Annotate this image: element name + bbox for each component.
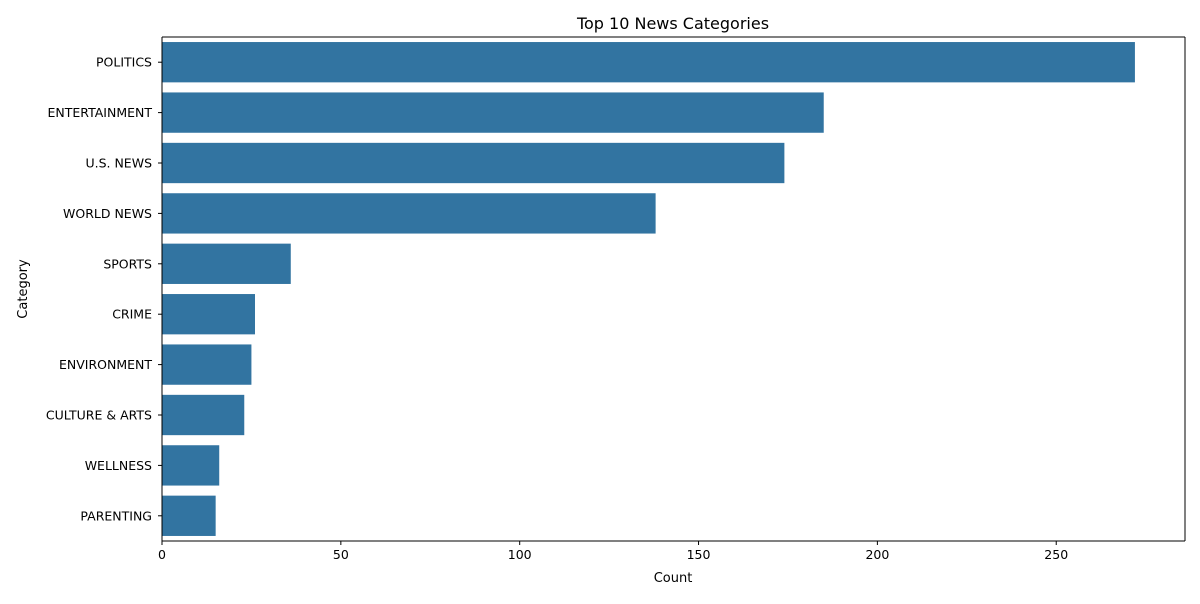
x-tick-label: 150	[687, 547, 711, 562]
bar-wellness	[162, 445, 220, 486]
y-tick-label: CRIME	[112, 307, 152, 322]
y-tick-label: PARENTING	[80, 508, 152, 523]
x-axis-label: Count	[654, 571, 693, 586]
bar-u-s-news	[162, 142, 785, 184]
bar-sports	[162, 243, 291, 284]
y-axis-label: Category	[16, 259, 31, 319]
y-tick-label: POLITICS	[96, 55, 152, 70]
y-tick-label: CULTURE & ARTS	[46, 408, 152, 423]
bar-politics	[162, 42, 1135, 83]
bar-world-news	[162, 193, 656, 234]
chart-title: Top 10 News Categories	[576, 14, 769, 33]
bar-crime	[162, 294, 255, 335]
y-tick-label: SPORTS	[103, 256, 152, 271]
bar-culture-arts	[162, 394, 245, 436]
bars-group	[162, 42, 1135, 536]
y-tick-label: WELLNESS	[85, 458, 152, 473]
y-tick-label: WORLD NEWS	[63, 206, 152, 221]
bar-parenting	[162, 495, 216, 536]
y-ticks-group: POLITICS ENTERTAINMENT U.S. NEWS WORLD NEWS…	[46, 55, 162, 523]
x-tick-label: 250	[1044, 547, 1068, 562]
bar-environment	[162, 344, 252, 385]
x-tick-label: 50	[333, 547, 349, 562]
x-ticks-group: 0 50 100 150 200 250	[158, 541, 1068, 562]
y-tick-label: ENTERTAINMENT	[48, 105, 153, 120]
x-tick-label: 100	[508, 547, 532, 562]
x-tick-label: 0	[158, 547, 166, 562]
x-tick-label: 200	[865, 547, 889, 562]
bar-entertainment	[162, 92, 824, 133]
y-tick-label: U.S. NEWS	[85, 156, 152, 171]
y-tick-label: ENVIRONMENT	[59, 357, 152, 372]
